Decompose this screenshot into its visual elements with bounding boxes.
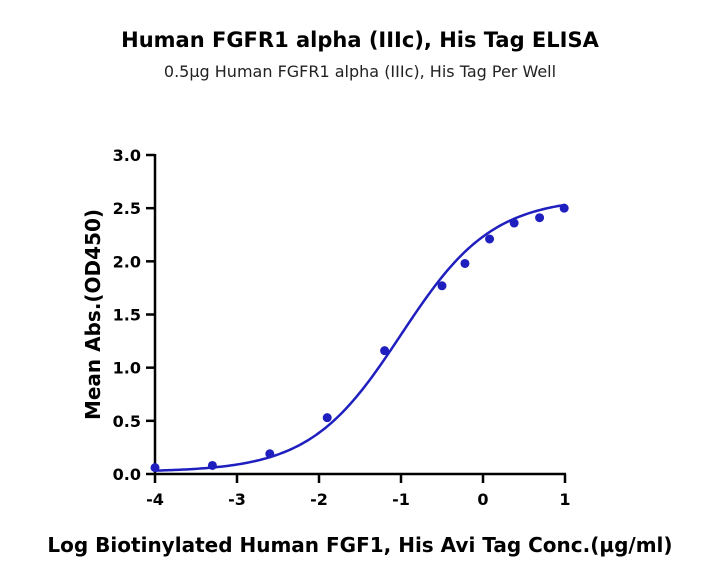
chart-subtitle: 0.5µg Human FGFR1 alpha (IIIc), His Tag … — [163, 62, 557, 81]
axis-labels: 0.0 0.5 1.0 1.5 2.0 2.5 3.0 -4 -3 -2 -1 0 1 Log Bioti… — [47, 146, 672, 557]
x-tick-label: -4 — [146, 490, 164, 509]
x-axis-title: Log Biotinylated Human FGF1, His Avi Tag… — [47, 533, 672, 557]
data-point — [509, 218, 519, 228]
data-point — [559, 203, 569, 213]
x-tick-label: -1 — [392, 490, 410, 509]
chart-title: Human FGFR1 alpha (IIIc), His Tag ELISA — [121, 28, 599, 52]
data-point — [535, 213, 545, 223]
data-points-layer — [150, 203, 569, 473]
axes — [146, 153, 567, 483]
x-tick-label: 1 — [559, 490, 570, 509]
data-point — [265, 449, 275, 459]
y-tick-label: 1.5 — [113, 306, 141, 325]
data-point — [460, 258, 470, 268]
fit-curve-line — [154, 203, 566, 472]
fit-curve-layer — [154, 203, 566, 472]
data-point — [437, 281, 447, 291]
x-tick-label: -2 — [310, 490, 328, 509]
y-tick-label: 2.0 — [113, 252, 141, 271]
data-point — [207, 460, 217, 470]
data-point — [380, 346, 390, 356]
data-point — [150, 463, 160, 473]
y-tick-label: 1.0 — [113, 359, 141, 378]
x-tick-label: 0 — [477, 490, 488, 509]
y-tick-label: 0.5 — [113, 412, 141, 431]
y-axis-title: Mean Abs.(OD450) — [81, 209, 105, 420]
y-tick-label: 3.0 — [113, 146, 141, 165]
data-point — [485, 234, 495, 244]
x-tick-label: -3 — [228, 490, 246, 509]
y-tick-label: 0.0 — [113, 465, 141, 484]
y-tick-label: 2.5 — [113, 199, 141, 218]
data-point — [322, 413, 332, 423]
